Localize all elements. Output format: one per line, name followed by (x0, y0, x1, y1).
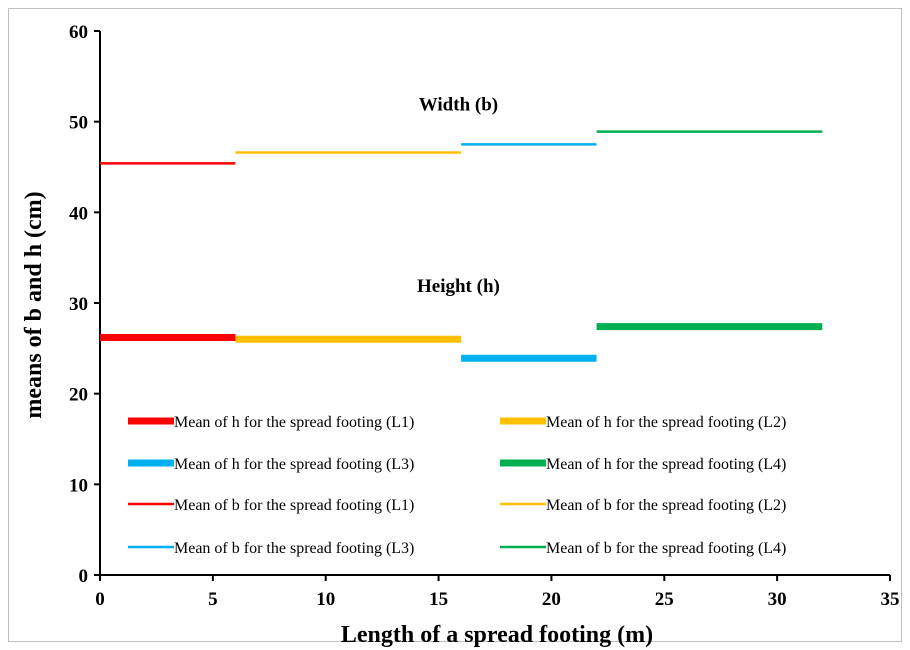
legend-label: Mean of h for the spread footing (L3) (174, 456, 414, 473)
annotations: Width (b) Height (h) (417, 95, 500, 297)
x-tick-label: 10 (316, 589, 335, 610)
y-tick-label: 60 (69, 22, 88, 43)
legend-label: Mean of b for the spread footing (L1) (174, 497, 414, 514)
y-axis-title: means of b and h (cm) (21, 191, 47, 418)
legend-label: Mean of b for the spread footing (L4) (546, 540, 786, 557)
x-axis-title: Length of a spread footing (m) (341, 622, 653, 648)
y-tick-label: 30 (69, 294, 88, 315)
annotation-label: Height (h) (417, 276, 500, 297)
axes: 0 10 20 30 40 50 60 0 5 10 15 20 25 30 35 (69, 22, 900, 610)
annotation-label: Width (b) (419, 95, 498, 116)
legend: Mean of h for the spread footing (L1) Mea… (128, 414, 786, 557)
legend-label: Mean of h for the spread footing (L2) (546, 414, 786, 431)
legend-label: Mean of h for the spread footing (L4) (546, 456, 786, 473)
legend-label: Mean of b for the spread footing (L2) (546, 497, 786, 514)
legend-label: Mean of b for the spread footing (L3) (174, 540, 414, 557)
x-tick-label: 25 (655, 589, 674, 610)
y-tick-label: 40 (69, 203, 88, 224)
series-layer (100, 130, 823, 362)
y-tick-label: 0 (79, 566, 89, 587)
x-tick-label: 15 (429, 589, 448, 610)
y-tick-label: 50 (69, 113, 88, 134)
legend-label: Mean of h for the spread footing (L1) (174, 414, 414, 431)
y-tick-label: 10 (69, 475, 88, 496)
x-tick-label: 30 (768, 589, 787, 610)
x-tick-label: 35 (881, 589, 900, 610)
x-tick-label: 5 (208, 589, 218, 610)
x-tick-label: 20 (542, 589, 561, 610)
x-tick-label: 0 (95, 589, 105, 610)
y-tick-label: 20 (69, 385, 88, 406)
